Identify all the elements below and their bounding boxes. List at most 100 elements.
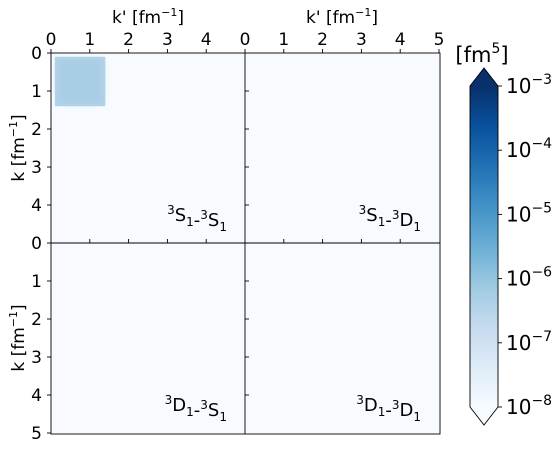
colorbar-layer: 10−310−410−510−610−710−8[fm5] <box>455 41 552 426</box>
panel-label-sep: - <box>194 210 201 231</box>
x-axis-label-close: ] <box>177 8 184 28</box>
y-tick-label: 3 <box>31 348 42 368</box>
x-axis-label-base: k' [fm <box>112 8 161 28</box>
panel-label-base: D <box>399 210 413 231</box>
y-tick-label: 4 <box>31 386 42 406</box>
x-tick-label: 2 <box>317 30 328 50</box>
colorbar-extend-top <box>470 68 498 86</box>
x-axis-label: k' [fm−1] <box>112 6 184 28</box>
colorbar-tick-exponent: −3 <box>531 72 552 88</box>
panel-label-base: S <box>208 210 219 231</box>
panel-label-sup: 3 <box>392 398 400 412</box>
colorbar-tick-mantissa: 10 <box>506 331 531 355</box>
panel-3d1-3s1: 3D1-3S1 <box>51 243 245 433</box>
y-tick-label: 5 <box>31 424 42 444</box>
y-tick-label: 2 <box>31 120 42 140</box>
y-axis-label-close: ] <box>9 114 29 121</box>
panel-label: 3D1-3D1 <box>356 393 421 424</box>
x-tick-label: 0 <box>46 30 57 50</box>
panel-label-base: S <box>175 205 186 226</box>
y-axis-label: k [fm−1] <box>7 114 29 181</box>
x-axis-label-exp: −1 <box>161 6 177 19</box>
panel-label-base: D <box>364 395 378 416</box>
x-tick-label: 1 <box>84 30 95 50</box>
panel-background <box>245 243 439 433</box>
panel-label-sep: - <box>194 400 201 421</box>
x-axis-label-close: ] <box>371 8 378 28</box>
colorbar-extend-bottom <box>470 407 498 425</box>
panel-label-sup: 3 <box>392 208 400 222</box>
x-tick-label: 4 <box>201 30 212 50</box>
panel-label-sub: 1 <box>413 220 421 234</box>
panel-label-sub: 1 <box>219 410 227 424</box>
panel-label-sup: 3 <box>200 398 208 412</box>
colorbar-tick-label: 10−8 <box>506 393 552 419</box>
y-tick-label: 3 <box>31 158 42 178</box>
y-axis-label-exp: −1 <box>7 121 20 137</box>
colorbar-tick-mantissa: 10 <box>506 138 531 162</box>
colorbar-tick-mantissa: 10 <box>506 395 531 419</box>
y-tick-label: 0 <box>31 44 42 64</box>
y-tick-label: 1 <box>31 82 42 102</box>
panel-label-base: D <box>172 395 186 416</box>
colorbar-title: [fm5] <box>455 41 508 67</box>
colorbar-gradient <box>470 86 498 407</box>
x-axis-label-base: k' [fm <box>306 8 355 28</box>
y-tick-label: 4 <box>31 196 42 216</box>
x-tick-label: 3 <box>162 30 173 50</box>
panel-background <box>245 53 439 243</box>
x-tick-label: 5 <box>434 30 445 50</box>
axes-frame <box>50 52 441 435</box>
panel-label: 3S1-3D1 <box>359 203 421 234</box>
panel-label-sub: 1 <box>378 215 386 229</box>
panel-background <box>51 243 245 433</box>
x-tick-label: 1 <box>278 30 289 50</box>
colorbar-title-base: [fm <box>455 43 491 67</box>
y-tick-label: 1 <box>31 272 42 292</box>
colorbar-tick-exponent: −4 <box>531 136 552 152</box>
panel-label: 3D1-3S1 <box>165 393 227 424</box>
panel-label-sub: 1 <box>413 410 421 424</box>
panel-label-sep: - <box>385 210 392 231</box>
panel-label-sup: 3 <box>165 393 173 407</box>
colorbar-title-exp: 5 <box>491 41 500 57</box>
panel-label-sep: - <box>385 400 392 421</box>
x-axis-label: k' [fm−1] <box>306 6 378 28</box>
panel-label-base: D <box>399 400 413 421</box>
panel-3s1-3d1: 3S1-3D1 <box>245 53 439 243</box>
panel-label-base: S <box>208 400 219 421</box>
y-axis-label-exp: −1 <box>7 311 20 327</box>
colorbar-tick-exponent: −6 <box>531 265 552 281</box>
colorbar-tick-label: 10−3 <box>506 72 552 98</box>
y-tick-label: 0 <box>31 234 42 254</box>
panel-label-sup: 3 <box>200 208 208 222</box>
colorbar-tick-label: 10−6 <box>506 265 552 291</box>
y-axis-label-close: ] <box>9 304 29 311</box>
colorbar-tick-exponent: −7 <box>531 329 552 345</box>
panel-label-sup: 3 <box>167 203 175 217</box>
panel-label-sub: 1 <box>186 215 194 229</box>
colorbar-tick-exponent: −5 <box>531 200 552 216</box>
panel-label-base: S <box>366 205 377 226</box>
panel-label: 3S1-3S1 <box>167 203 227 234</box>
x-tick-label: 2 <box>123 30 134 50</box>
panel-label-sup: 3 <box>359 203 367 217</box>
x-tick-label: 4 <box>395 30 406 50</box>
panel-label-sup: 3 <box>356 393 364 407</box>
x-axis-label-exp: −1 <box>355 6 371 19</box>
colorbar-tick-label: 10−4 <box>506 136 552 162</box>
y-axis-label-base: k [fm <box>9 137 29 181</box>
panel-label-sub: 1 <box>219 220 227 234</box>
colorbar-tick-mantissa: 10 <box>506 267 531 291</box>
colorbar-tick-exponent: −8 <box>531 393 552 409</box>
heatmap-region-core <box>57 59 103 104</box>
colorbar-tick-label: 10−5 <box>506 200 552 226</box>
colorbar-title-close: ] <box>500 43 508 67</box>
colorbar-tick-mantissa: 10 <box>506 74 531 98</box>
colorbar-tick-mantissa: 10 <box>506 202 531 226</box>
panel-3d1-3d1: 3D1-3D1 <box>245 243 439 433</box>
panel-label-sub: 1 <box>378 405 386 419</box>
